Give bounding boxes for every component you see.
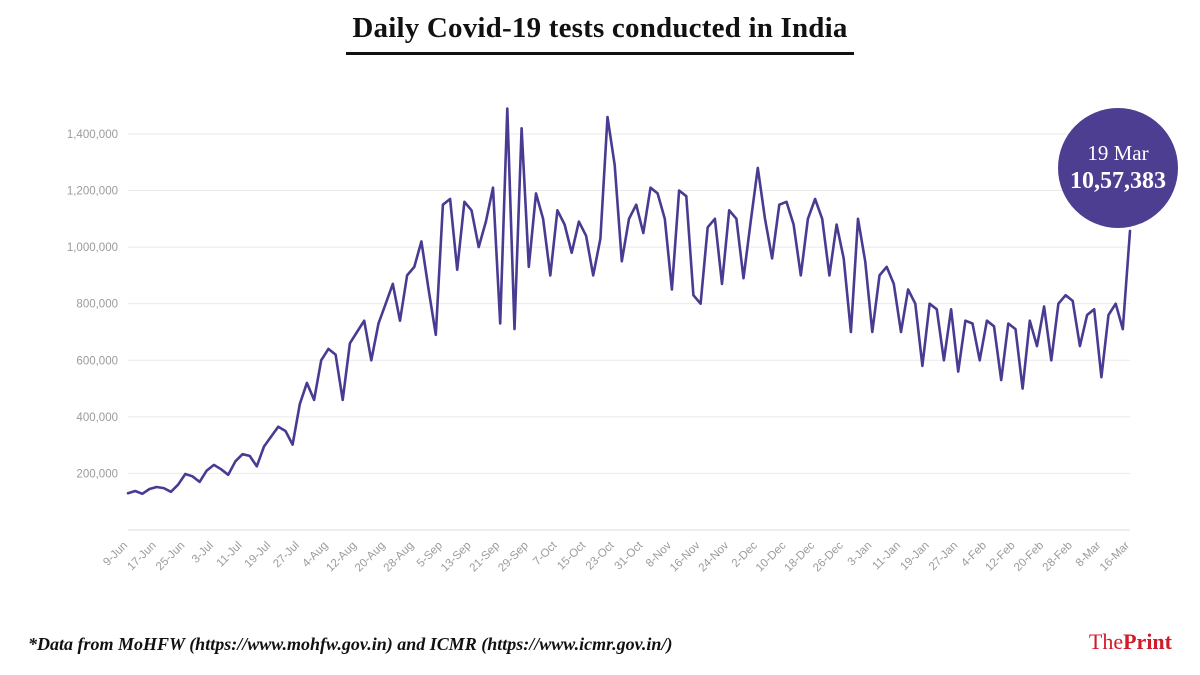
svg-text:400,000: 400,000 (76, 412, 118, 424)
y-axis-labels: 200,000 400,000 600,000 800,000 1,000,000 1,2… (67, 129, 118, 480)
svg-text:15-Oct: 15-Oct (555, 539, 588, 572)
badge-value: 10,57,383 (1070, 168, 1166, 195)
latest-value-badge: 19 Mar 10,57,383 (1058, 108, 1178, 228)
svg-text:28-Feb: 28-Feb (1041, 540, 1075, 574)
svg-text:27-Jul: 27-Jul (271, 540, 302, 571)
svg-text:23-Oct: 23-Oct (584, 539, 617, 572)
svg-text:200,000: 200,000 (76, 468, 118, 480)
svg-text:600,000: 600,000 (76, 355, 118, 367)
svg-text:20-Feb: 20-Feb (1012, 540, 1046, 574)
svg-text:19-Jul: 19-Jul (243, 540, 274, 571)
svg-text:3-Jul: 3-Jul (190, 540, 216, 566)
svg-text:800,000: 800,000 (76, 299, 118, 311)
logo-the: The (1088, 629, 1124, 654)
svg-text:13-Sep: 13-Sep (439, 540, 474, 575)
svg-text:16-Mar: 16-Mar (1098, 540, 1132, 574)
svg-text:27-Jan: 27-Jan (927, 540, 960, 573)
svg-text:21-Sep: 21-Sep (468, 540, 503, 575)
tests-line-series (126, 107, 1132, 496)
svg-text:12-Feb: 12-Feb (983, 540, 1017, 574)
svg-text:25-Jun: 25-Jun (154, 540, 187, 573)
logo-print: Print (1123, 629, 1172, 654)
svg-text:26-Dec: 26-Dec (811, 539, 846, 574)
svg-text:18-Dec: 18-Dec (783, 539, 818, 574)
svg-text:16-Nov: 16-Nov (668, 539, 703, 574)
title-wrap: Daily Covid-19 tests conducted in India (0, 12, 1200, 55)
svg-text:11-Jul: 11-Jul (215, 540, 245, 570)
svg-text:29-Sep: 29-Sep (496, 540, 531, 575)
svg-text:12-Aug: 12-Aug (324, 540, 359, 575)
svg-text:1,400,000: 1,400,000 (67, 129, 118, 141)
svg-text:19-Jan: 19-Jan (898, 540, 931, 573)
gridlines (128, 133, 1130, 531)
badge-date: 19 Mar (1087, 140, 1149, 165)
svg-text:10-Dec: 10-Dec (754, 539, 789, 574)
svg-text:1,000,000: 1,000,000 (67, 242, 118, 254)
chart-area: 200,000 400,000 600,000 800,000 1,000,000 1,2… (0, 72, 1200, 592)
source-note: *Data from MoHFW (https://www.mohfw.gov.… (28, 634, 673, 654)
svg-text:17-Jun: 17-Jun (125, 540, 158, 573)
page-title: Daily Covid-19 tests conducted in India (346, 12, 854, 55)
svg-text:11-Jan: 11-Jan (870, 540, 903, 573)
line-chart: 200,000 400,000 600,000 800,000 1,000,000 1,2… (67, 107, 1132, 574)
svg-text:1,200,000: 1,200,000 (67, 186, 118, 198)
svg-text:31-Oct: 31-Oct (613, 539, 646, 572)
svg-text:28-Aug: 28-Aug (382, 540, 417, 575)
svg-text:20-Aug: 20-Aug (353, 540, 388, 575)
svg-text:24-Nov: 24-Nov (697, 539, 732, 574)
theprint-logo: ThePrint (1089, 629, 1172, 655)
